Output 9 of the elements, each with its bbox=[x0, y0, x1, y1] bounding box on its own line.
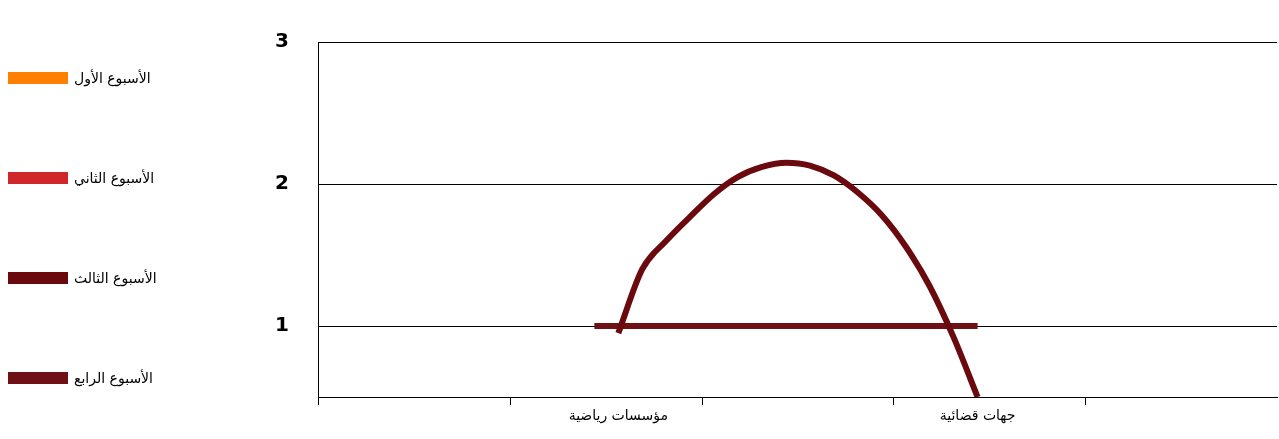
x-tick-label: مؤسسات رياضية bbox=[568, 407, 669, 425]
y-tick-label: 1 bbox=[274, 312, 289, 337]
x-tick-label: جهات قضائية bbox=[939, 407, 1016, 425]
legend-label: الأسبوع الثاني bbox=[74, 170, 155, 186]
y-tick-label: 3 bbox=[274, 28, 289, 53]
legend-label: الأسبوع الثالث bbox=[74, 270, 157, 286]
legend-label: الأسبوع الرابع bbox=[74, 370, 153, 386]
legend-label: الأسبوع الأول bbox=[74, 70, 151, 86]
y-tick-label: 2 bbox=[274, 170, 289, 195]
